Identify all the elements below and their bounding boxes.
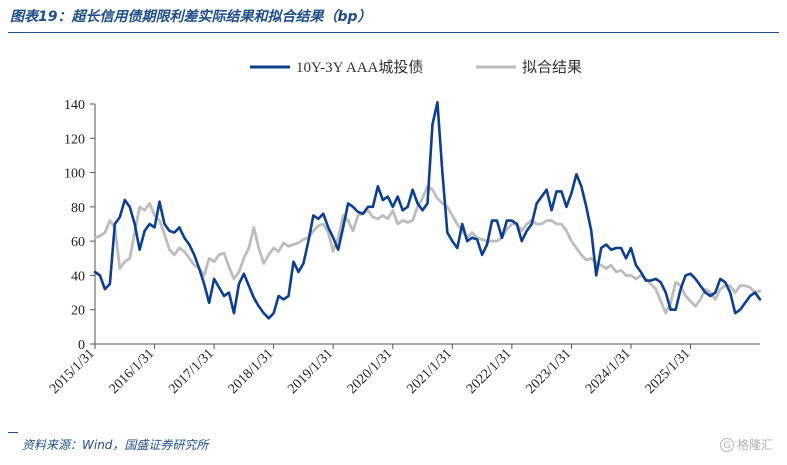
x-tick-label: 2022/1/31 — [464, 346, 515, 397]
x-tick-label: 2019/1/31 — [285, 346, 336, 397]
x-tick-label: 2025/1/31 — [643, 346, 694, 397]
source-note: 资料来源：Wind，国盛证券研究所 — [22, 438, 209, 452]
y-tick-label: 40 — [71, 269, 85, 284]
legend: 10Y-3Y AAA城投债 拟合结果 — [250, 59, 582, 76]
x-tick-label: 2023/1/31 — [523, 346, 574, 397]
y-tick-label: 80 — [71, 201, 85, 216]
y-tick-label: 120 — [64, 132, 85, 147]
y-tick-label: 20 — [71, 304, 85, 319]
x-tick-label: 2021/1/31 — [404, 346, 455, 397]
y-tick-label: 140 — [64, 98, 85, 113]
y-tick-label: 0 — [78, 338, 85, 353]
line-chart: 10Y-3Y AAA城投债 拟合结果 0 20 40 60 80 100 120 140 201… — [47, 59, 762, 397]
y-tick-label: 60 — [71, 235, 85, 250]
x-tick-label: 2016/1/31 — [107, 346, 158, 397]
series-layer — [93, 100, 762, 320]
x-tick-label: 2024/1/31 — [583, 346, 634, 397]
x-tick-label: 2017/1/31 — [166, 346, 217, 397]
watermark-logo-icon: G — [719, 437, 734, 452]
legend-label-actual: 10Y-3Y AAA城投债 — [296, 59, 423, 76]
x-tick-label: 2018/1/31 — [226, 346, 277, 397]
x-tick-label: 2015/1/31 — [47, 346, 98, 397]
watermark: G 格隆汇 — [719, 436, 773, 453]
watermark-text: 格隆汇 — [736, 438, 773, 452]
title-divider — [8, 32, 779, 33]
legend-label-fitted: 拟合结果 — [522, 59, 582, 76]
x-tick-label: 2020/1/31 — [345, 346, 396, 397]
source-marker — [8, 432, 18, 433]
chart-title: 图表19：超长信用债期限利差实际结果和拟合结果（bp） — [10, 9, 372, 25]
axes: 0 20 40 60 80 100 120 140 2015/1/31 2016/1/31 2017… — [47, 98, 760, 397]
series-line-actual — [93, 100, 762, 320]
y-tick-label: 100 — [64, 167, 85, 182]
